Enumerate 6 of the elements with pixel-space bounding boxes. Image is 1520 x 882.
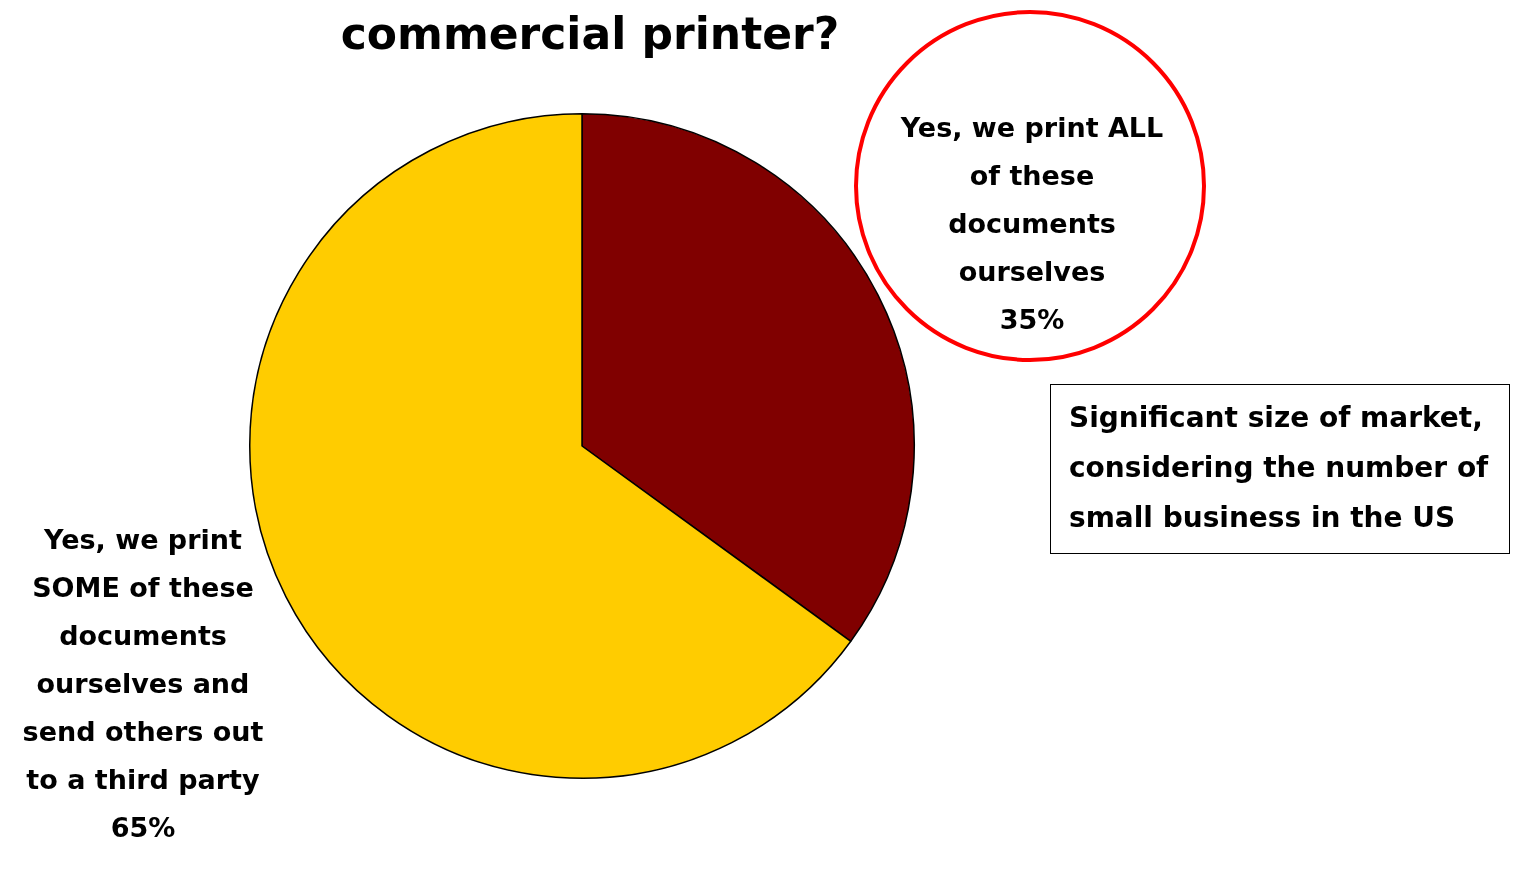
slice-label: Yes, we print ALL of these documents ourselves bbox=[900, 112, 1164, 287]
data-label: 65% bbox=[109, 811, 177, 845]
slice-label: Yes, we print SOME of these documents ourselves and send others out to a third party bbox=[22, 524, 264, 795]
data-label: 35% bbox=[998, 303, 1066, 337]
chart-title: commercial printer? bbox=[339, 8, 841, 59]
text: Significant size of market, considering the number of small business in the US bbox=[1050, 384, 1510, 554]
